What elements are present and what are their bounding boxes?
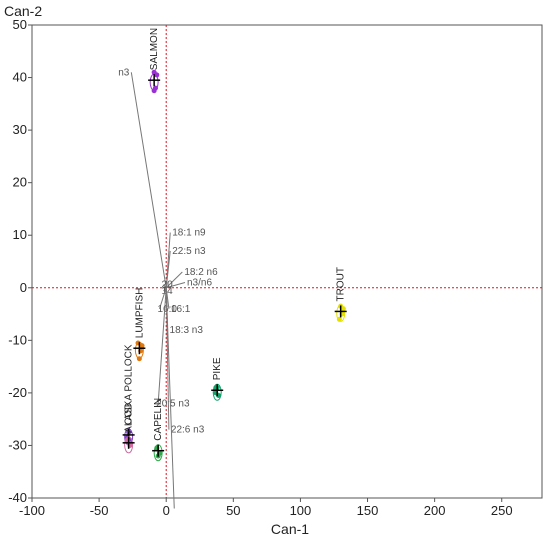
x-tick-label: -50 bbox=[90, 503, 109, 518]
biplot-vector bbox=[159, 287, 167, 309]
biplot-vector-label: 20:5 n3 bbox=[156, 398, 190, 409]
y-tick-label: -20 bbox=[8, 385, 27, 400]
y-tick-label: 20 bbox=[13, 175, 27, 190]
biplot-vector-label: 18:2 n6 bbox=[184, 267, 218, 278]
group-label: PIKE bbox=[212, 357, 223, 380]
biplot-vector bbox=[130, 72, 167, 288]
x-axis-title: Can-1 bbox=[271, 521, 309, 537]
biplot-vector bbox=[165, 287, 175, 509]
y-tick-label: 30 bbox=[13, 122, 27, 137]
group-label: CAPELIN bbox=[153, 398, 164, 441]
group-label: LUMPFISH bbox=[134, 288, 145, 339]
y-axis-title: Can-2 bbox=[4, 3, 42, 19]
y-tick-label: 40 bbox=[13, 70, 27, 85]
group-label: ALASKA POLLOCK bbox=[124, 344, 135, 433]
y-tick-label: -30 bbox=[8, 437, 27, 452]
biplot-vector-label: 22:5 n3 bbox=[172, 246, 206, 257]
biplot-vector bbox=[157, 287, 167, 404]
data-point bbox=[151, 88, 157, 94]
biplot-vector bbox=[163, 284, 167, 289]
x-tick-label: 250 bbox=[491, 503, 513, 518]
biplot-vector bbox=[166, 282, 186, 289]
data-point bbox=[336, 316, 342, 322]
group-label: TROUT bbox=[336, 267, 347, 301]
plot-frame bbox=[31, 24, 543, 499]
group-label: COD bbox=[124, 403, 135, 425]
y-tick-label: -40 bbox=[8, 490, 27, 505]
y-tick-label: 0 bbox=[20, 280, 27, 295]
biplot-vector-label: 22:6 n3 bbox=[171, 425, 205, 436]
biplot-vector-label: n3 bbox=[118, 67, 130, 78]
biplot-vector bbox=[165, 250, 171, 288]
x-tick-label: 200 bbox=[424, 503, 446, 518]
y-tick-label: 10 bbox=[13, 227, 27, 242]
x-tick-label: -100 bbox=[19, 503, 45, 518]
data-point bbox=[151, 69, 157, 75]
biplot-vector-label: n3/n6 bbox=[187, 278, 212, 289]
x-tick-label: 50 bbox=[226, 503, 240, 518]
biplot-vector-label: 18:1 n9 bbox=[172, 228, 206, 239]
x-tick-label: 100 bbox=[290, 503, 312, 518]
y-tick-label: 50 bbox=[13, 17, 27, 32]
data-point bbox=[139, 343, 145, 349]
biplot-vector-label: 14 bbox=[162, 286, 174, 297]
group-label: SALMON bbox=[149, 28, 160, 70]
biplot-vector bbox=[165, 271, 183, 289]
data-point bbox=[136, 356, 142, 362]
x-tick-label: 150 bbox=[357, 503, 379, 518]
biplot-vector-label: 16:1 bbox=[171, 304, 191, 315]
biplot-vector-label: 20 bbox=[162, 280, 174, 291]
biplot-vector-label: 18:3 n3 bbox=[170, 325, 204, 336]
y-tick-label: -10 bbox=[8, 332, 27, 347]
x-tick-label: 0 bbox=[163, 503, 170, 518]
